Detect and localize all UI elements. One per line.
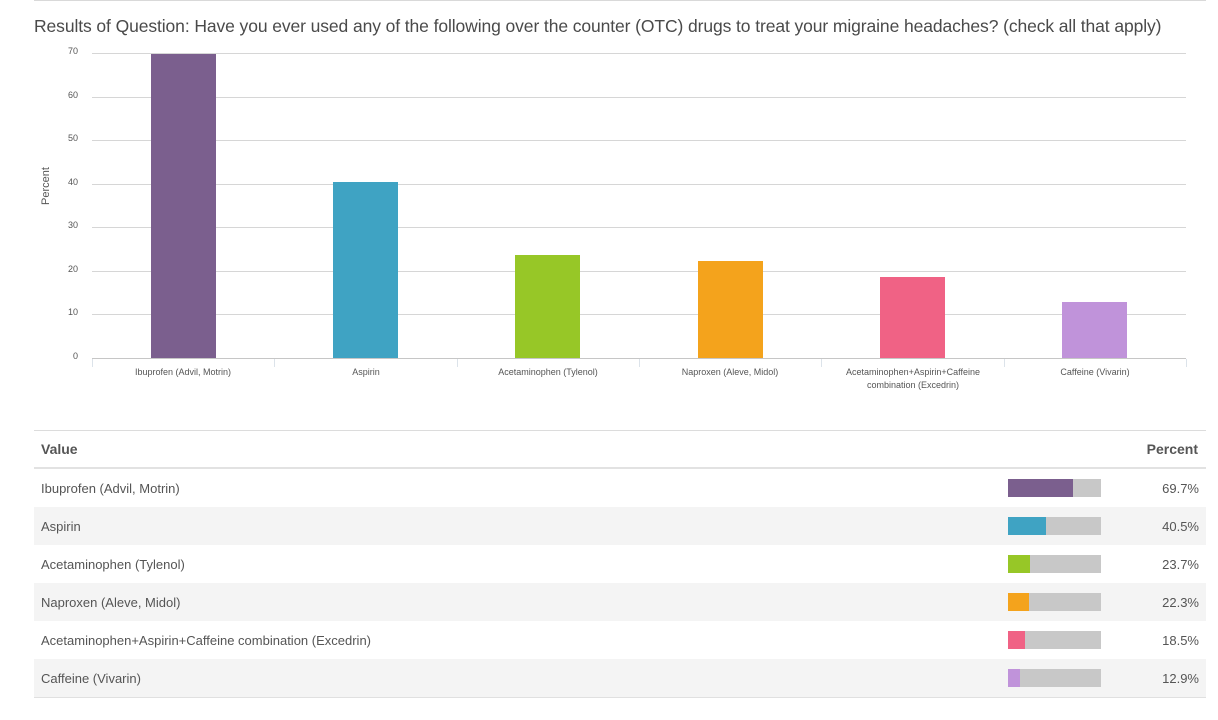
x-tick-label: Acetaminophen+Aspirin+Caffeine combinatio… — [822, 366, 1004, 392]
gridline — [92, 271, 1186, 272]
table-row: Aspirin 40.5% — [34, 507, 1206, 545]
percent-bar-track — [1008, 669, 1101, 687]
bar[interactable] — [1062, 302, 1127, 358]
top-divider — [34, 0, 1206, 1]
row-value: Naproxen (Aleve, Midol) — [41, 594, 181, 610]
percent-bar-fill — [1008, 669, 1020, 687]
row-value: Caffeine (Vivarin) — [41, 670, 141, 686]
y-tick-label: 30 — [67, 220, 78, 230]
x-tick-label-line: Ibuprofen (Advil, Motrin) — [134, 367, 232, 377]
table-row: Acetaminophen (Tylenol) 23.7% — [34, 545, 1206, 583]
table-row: Naproxen (Aleve, Midol) 22.3% — [34, 583, 1206, 621]
percent-bar-track — [1008, 479, 1101, 497]
table-row: Ibuprofen (Advil, Motrin) 69.7% — [34, 469, 1206, 507]
x-tick-mark — [821, 359, 822, 367]
x-tick-mark — [92, 359, 93, 367]
row-percent: 23.7% — [1162, 556, 1199, 572]
table-bottom-border — [34, 697, 1206, 698]
x-tick-label-line: Caffeine (Vivarin) — [1060, 367, 1130, 377]
row-value: Ibuprofen (Advil, Motrin) — [41, 480, 180, 496]
percent-bar-fill — [1008, 517, 1046, 535]
header-value: Value — [41, 441, 78, 457]
percent-bar-fill — [1008, 631, 1026, 649]
table-header: Value Percent — [34, 431, 1206, 469]
row-percent: 12.9% — [1162, 670, 1199, 686]
y-tick-label: 50 — [67, 133, 78, 143]
bar[interactable] — [151, 54, 216, 358]
y-tick-label: 20 — [67, 264, 78, 274]
row-value: Aspirin — [41, 518, 81, 534]
x-tick-label-line: combination (Excedrin) — [866, 380, 960, 390]
x-tick-label: Naproxen (Aleve, Midol) — [639, 366, 821, 379]
x-tick-mark — [639, 359, 640, 367]
bar[interactable] — [698, 261, 763, 358]
row-value: Acetaminophen (Tylenol) — [41, 556, 185, 572]
y-tick-label: 60 — [67, 90, 78, 100]
gridline — [92, 184, 1186, 185]
x-tick-mark — [457, 359, 458, 367]
y-tick-label: 10 — [67, 307, 78, 317]
gridline — [92, 53, 1186, 54]
y-tick-label: 0 — [72, 351, 78, 361]
row-percent: 22.3% — [1162, 594, 1199, 610]
percent-bar-fill — [1008, 593, 1029, 611]
percent-bar-fill — [1008, 555, 1031, 573]
gridline — [92, 97, 1186, 98]
x-tick-mark — [1186, 359, 1187, 367]
table-body: Ibuprofen (Advil, Motrin) 69.7% Aspirin 40.… — [34, 469, 1206, 697]
results-table: Value Percent Ibuprofen (Advil, Motrin) 6… — [34, 430, 1206, 698]
percent-bar-track — [1008, 555, 1101, 573]
percent-bar-track — [1008, 631, 1101, 649]
row-percent: 40.5% — [1162, 518, 1199, 534]
bar[interactable] — [333, 182, 398, 358]
x-tick-label: Ibuprofen (Advil, Motrin) — [92, 366, 274, 379]
header-percent: Percent — [1146, 441, 1198, 457]
x-tick-mark — [1004, 359, 1005, 367]
x-axis-line — [92, 358, 1186, 359]
x-tick-label-line: Acetaminophen (Tylenol) — [498, 367, 598, 377]
percent-bar-fill — [1008, 479, 1073, 497]
table-row: Acetaminophen+Aspirin+Caffeine combinati… — [34, 621, 1206, 659]
bar-chart: Percent 0 10 20 30 40 50 60 70 Ibuprofen (Advil,… — [40, 46, 1187, 392]
table-row: Caffeine (Vivarin) 12.9% — [34, 659, 1206, 697]
chart-title: Results of Question: Have you ever used … — [34, 16, 1162, 36]
x-tick-label-line: Aspirin — [352, 367, 380, 377]
x-tick-mark — [274, 359, 275, 367]
row-percent: 69.7% — [1162, 480, 1199, 496]
gridline — [92, 314, 1186, 315]
x-tick-label-line: Acetaminophen+Aspirin+Caffeine — [846, 367, 980, 377]
row-percent: 18.5% — [1162, 632, 1199, 648]
x-tick-label-line: Naproxen (Aleve, Midol) — [681, 367, 779, 377]
percent-bar-track — [1008, 593, 1101, 611]
bar[interactable] — [880, 277, 945, 358]
x-tick-label: Aspirin — [275, 366, 457, 379]
gridline — [92, 227, 1186, 228]
percent-bar-track — [1008, 517, 1101, 535]
row-value: Acetaminophen+Aspirin+Caffeine combinati… — [41, 632, 372, 648]
y-tick-label: 70 — [67, 46, 78, 56]
y-tick-label: 40 — [67, 177, 78, 187]
bar[interactable] — [515, 255, 580, 358]
x-tick-label: Caffeine (Vivarin) — [1004, 366, 1186, 379]
gridline — [92, 140, 1186, 141]
x-tick-label: Acetaminophen (Tylenol) — [457, 366, 639, 379]
